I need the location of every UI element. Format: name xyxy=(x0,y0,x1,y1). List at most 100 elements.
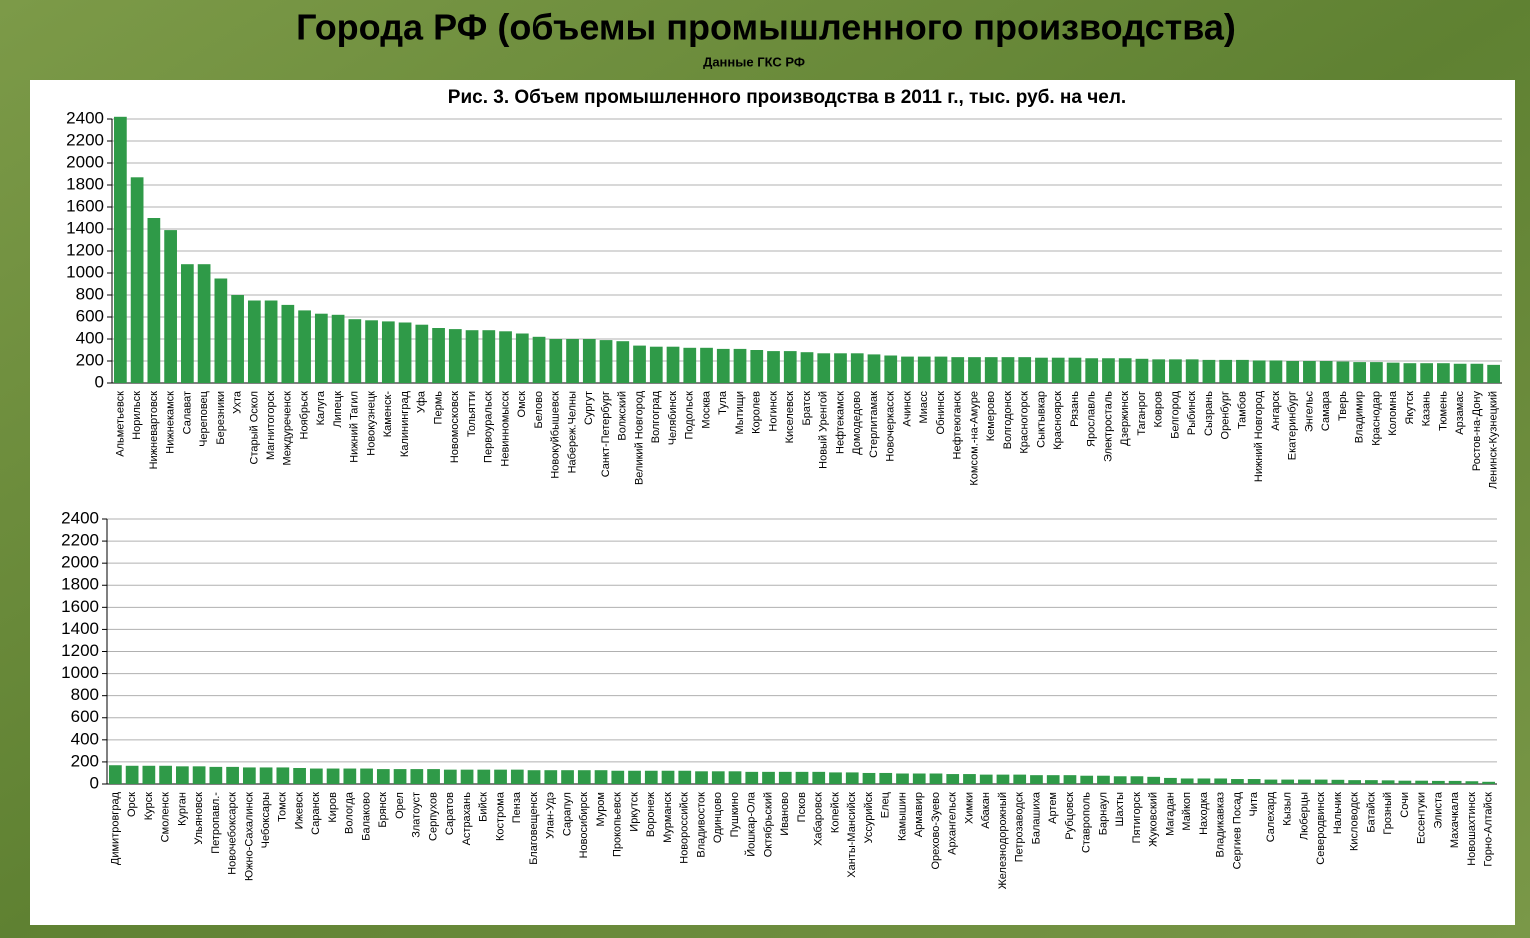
bar xyxy=(829,772,842,784)
bar xyxy=(963,774,976,784)
bar xyxy=(175,766,189,784)
y-tick-label: 2400 xyxy=(66,108,104,127)
x-tick-label: Электросталь xyxy=(1102,391,1114,462)
x-tick-label: Ногинск xyxy=(767,391,779,432)
x-tick-label: Новочебоксарск xyxy=(227,792,239,875)
x-tick-label: Петрозаводск xyxy=(1014,792,1026,862)
bar xyxy=(147,218,161,383)
x-tick-label: Домодедово xyxy=(851,391,863,455)
bar xyxy=(594,770,608,784)
bar xyxy=(499,331,512,383)
bar xyxy=(1247,779,1261,784)
bar xyxy=(1236,359,1249,383)
bar xyxy=(611,770,625,784)
bar xyxy=(1420,363,1434,383)
bar xyxy=(1013,774,1027,784)
x-tick-label: Шахты xyxy=(1114,792,1126,827)
x-tick-label: Новошахтинск xyxy=(1466,792,1478,866)
bar xyxy=(130,177,144,383)
bar xyxy=(750,350,764,383)
x-tick-label: Братск xyxy=(801,391,813,426)
bar xyxy=(561,770,574,784)
bar xyxy=(778,771,792,784)
x-tick-label: Брянск xyxy=(377,792,389,828)
x-tick-label: Элиста xyxy=(1432,791,1444,829)
bar xyxy=(482,330,496,383)
bar xyxy=(192,766,206,784)
x-tick-label: Ханты-Мансийск xyxy=(846,792,858,878)
x-tick-label: Благовещенск xyxy=(528,792,540,865)
bar xyxy=(800,352,814,383)
x-tick-label: Рыбинск xyxy=(1186,391,1198,435)
x-tick-label: Магадан xyxy=(1164,792,1176,836)
x-tick-label: Таганрог xyxy=(1136,391,1148,436)
x-tick-label: Балаково xyxy=(360,792,372,841)
bar xyxy=(376,769,390,784)
x-tick-label: Ангарск xyxy=(1270,391,1282,431)
y-tick-label: 800 xyxy=(76,284,104,303)
bar xyxy=(209,766,223,784)
x-tick-label: Петропавл.- xyxy=(210,792,222,854)
x-tick-label: Муром xyxy=(595,792,607,826)
x-tick-label: Сергиев Посад xyxy=(1231,791,1243,869)
x-tick-label: Санкт-Петербург xyxy=(600,391,612,477)
x-tick-label: Самара xyxy=(1320,390,1332,431)
y-tick-label: 1000 xyxy=(61,663,99,682)
x-tick-label: Салехард xyxy=(1265,791,1277,842)
y-tick-label: 2000 xyxy=(61,553,99,572)
bar xyxy=(817,353,831,383)
y-tick-label: 1200 xyxy=(66,240,104,259)
bar xyxy=(644,770,658,784)
x-tick-label: Орск xyxy=(126,792,138,817)
bar xyxy=(711,771,725,784)
bar xyxy=(527,770,541,784)
x-tick-label: Ульяновск xyxy=(193,792,205,845)
bar xyxy=(1365,780,1378,784)
bar xyxy=(460,769,474,784)
x-tick-label: Набереж.Челны xyxy=(566,391,578,473)
bar xyxy=(700,347,713,383)
x-tick-label: Улан-Удэ xyxy=(545,792,557,839)
x-tick-label: Пенза xyxy=(511,791,523,823)
bar xyxy=(1152,359,1166,383)
bar xyxy=(1180,778,1194,784)
x-tick-label: Мурманск xyxy=(662,792,674,843)
bar xyxy=(309,768,323,784)
bar xyxy=(1118,358,1132,383)
x-tick-label: Киров xyxy=(327,792,339,823)
bar xyxy=(1370,362,1383,383)
x-tick-label: Орехово-Зуево xyxy=(930,792,942,870)
x-tick-label: Чита xyxy=(1248,791,1260,816)
x-tick-label: Кисловодск xyxy=(1349,792,1361,851)
x-tick-label: Владикавказ xyxy=(1215,792,1227,858)
y-tick-label: 1200 xyxy=(61,641,99,660)
bar xyxy=(1281,779,1295,784)
y-tick-label: 1800 xyxy=(61,575,99,594)
bar xyxy=(762,771,775,784)
bar xyxy=(1030,775,1043,784)
bar xyxy=(549,339,563,383)
bar xyxy=(1482,781,1495,784)
x-tick-label: Киселевск xyxy=(784,391,796,444)
bar xyxy=(695,771,708,784)
page-subtitle: Данные ГКС РФ xyxy=(703,54,805,69)
y-tick-label: 600 xyxy=(71,707,99,726)
bar xyxy=(1219,359,1233,383)
bar xyxy=(448,329,462,383)
bar xyxy=(884,355,898,383)
x-tick-label: Саранск xyxy=(310,792,322,835)
x-tick-label: Волгоград xyxy=(650,390,662,443)
bar xyxy=(783,351,797,383)
bar xyxy=(1303,361,1316,383)
bar xyxy=(1432,780,1445,784)
bar xyxy=(1197,778,1211,784)
x-tick-label: Елец xyxy=(880,791,892,818)
x-tick-label: Уфа xyxy=(416,390,428,413)
bar xyxy=(1298,779,1311,784)
bar xyxy=(1252,360,1266,383)
bar xyxy=(661,770,675,784)
x-tick-label: Смоленск xyxy=(160,792,172,842)
bar xyxy=(1465,781,1479,784)
bar xyxy=(728,771,742,784)
x-tick-label: Ноябрьск xyxy=(298,391,310,440)
